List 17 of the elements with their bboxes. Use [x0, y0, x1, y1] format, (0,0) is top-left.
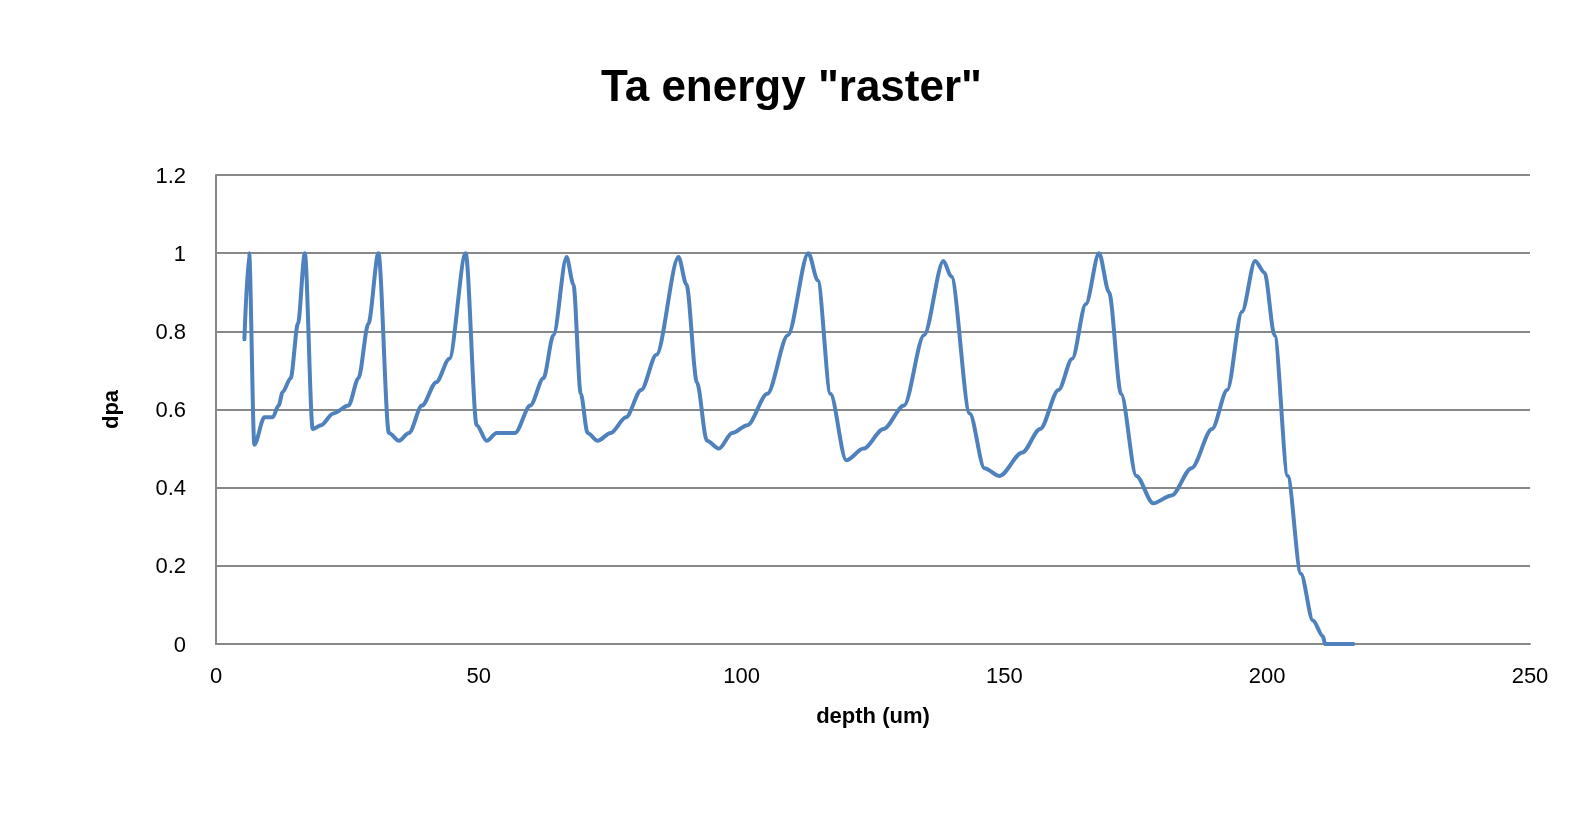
y-tick-label: 0.2 — [155, 553, 186, 579]
y-tick-label: 0 — [173, 631, 186, 657]
chart-title: Ta energy "raster" — [601, 60, 982, 110]
line-series — [242, 251, 1356, 646]
x-tick-label: 0 — [209, 662, 223, 688]
y-tick-label: 0.4 — [155, 475, 186, 501]
y-axis-title: dpa — [97, 389, 123, 430]
x-tick-label: 250 — [1511, 662, 1549, 688]
x-tick-label: 200 — [1248, 662, 1286, 688]
x-tick-label: 50 — [466, 662, 492, 688]
x-tick-label: 150 — [986, 662, 1023, 688]
x-tick-label: 100 — [723, 662, 760, 688]
y-tick-label: 0.6 — [155, 397, 186, 422]
y-tick-label: 1 — [173, 240, 186, 266]
x-axis-title: depth (um) — [816, 702, 930, 728]
y-tick-label: 0.8 — [155, 318, 186, 344]
y-tick-label: 1.2 — [155, 162, 186, 188]
